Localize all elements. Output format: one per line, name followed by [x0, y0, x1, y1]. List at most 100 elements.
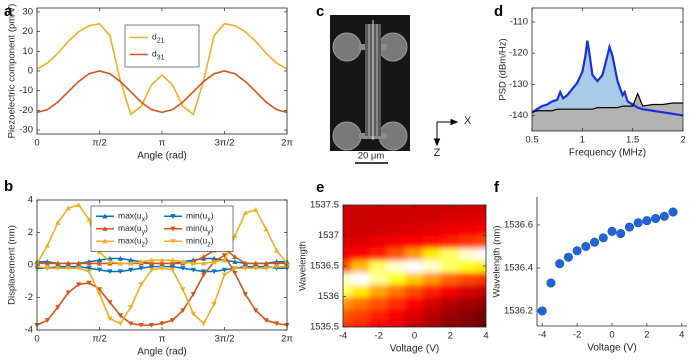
legend-marker: [170, 214, 176, 219]
x-axis-label: Voltage (V): [390, 344, 439, 355]
marker: [253, 266, 259, 271]
heatmap-cell: [369, 296, 389, 310]
heatmap-cell: [476, 205, 486, 212]
x-tick-label: 0.5: [525, 135, 538, 146]
y-tick-label: -20: [19, 105, 33, 116]
marker: [96, 267, 103, 273]
series-line: [36, 22, 288, 116]
pad: [332, 121, 362, 151]
legend-label: min(uy): [186, 223, 214, 236]
heatmap-cell: [405, 296, 424, 310]
y-axis-label: Wavelength: [298, 241, 309, 291]
heatmap-cell: [343, 271, 353, 285]
marker: [55, 305, 61, 310]
marker: [44, 318, 51, 323]
marker: [55, 220, 61, 225]
marker: [190, 267, 196, 273]
marker: [96, 260, 103, 266]
heatmap-cell: [369, 205, 389, 212]
heatmap-cell: [387, 222, 407, 236]
marker: [273, 264, 280, 270]
label-part: max(u: [118, 236, 142, 246]
label-part: ): [145, 236, 148, 246]
panel-letter: a: [4, 3, 13, 20]
marker: [148, 257, 155, 263]
marker: [263, 318, 269, 323]
heatmap-cell: [405, 259, 424, 273]
marker: [263, 226, 269, 232]
heatmap-cell: [440, 308, 460, 322]
heatmap-cell: [422, 283, 442, 297]
heatmap-cell: [458, 320, 478, 327]
heatmap-cell: [405, 222, 424, 236]
legend-marker: [102, 238, 108, 244]
marker: [253, 260, 259, 266]
marker: [169, 267, 176, 273]
marker: [96, 257, 103, 263]
marker: [117, 313, 123, 318]
point: [642, 216, 652, 226]
marker: [190, 260, 196, 266]
marker: [221, 272, 228, 278]
heatmap-cell: [422, 271, 442, 285]
point: [624, 222, 634, 232]
heatmap-cell: [440, 271, 460, 285]
heatmap-cell: [422, 210, 442, 224]
arrowhead: [433, 138, 441, 147]
x-tick-label: 2π: [281, 334, 293, 345]
heatmap-cell: [476, 320, 486, 327]
heatmap-cell: [351, 247, 371, 261]
axis-indicator-label: Z: [434, 147, 441, 159]
heatmap-cell: [351, 283, 371, 297]
marker: [148, 264, 155, 270]
y-axis-label: PSD (dBm/Hz): [498, 38, 509, 100]
heatmap-cell: [343, 308, 353, 322]
marker: [253, 207, 259, 212]
heatmap-cell: [440, 320, 460, 327]
label-part: x: [142, 217, 146, 224]
marker: [138, 323, 144, 328]
heatmap-cell: [387, 259, 407, 273]
marker: [76, 266, 82, 271]
heatmap-cell: [387, 283, 407, 297]
label-part: d: [152, 49, 157, 59]
marker: [128, 257, 134, 263]
x-tick-label: 2: [448, 331, 453, 342]
marker: [232, 271, 238, 276]
marker: [44, 266, 51, 271]
plot-frame: [531, 7, 684, 132]
marker: [55, 266, 61, 271]
label-part: ): [211, 236, 214, 246]
heatmap-cell: [458, 308, 478, 322]
y-tick-label: 30: [22, 6, 33, 17]
marker: [86, 269, 92, 275]
label-part: min(u: [186, 236, 208, 246]
marker: [96, 292, 103, 297]
marker: [221, 267, 228, 273]
label-part: max(u: [118, 211, 142, 221]
point: [563, 252, 573, 262]
panel-letter: f: [494, 179, 500, 196]
marker: [180, 259, 186, 264]
y-tick-label: 4: [28, 195, 33, 206]
heatmap-cell: [458, 205, 478, 212]
marker: [201, 272, 207, 278]
heatmap-cell: [343, 320, 353, 327]
marker: [55, 260, 61, 266]
heatmap-cell: [343, 235, 353, 249]
heatmap-cell: [405, 210, 424, 224]
panel-letter: b: [4, 178, 13, 195]
marker: [211, 301, 217, 307]
marker: [180, 287, 186, 292]
heatmap-cell: [476, 308, 486, 322]
marker: [44, 242, 51, 248]
heatmap-cell: [369, 247, 389, 261]
legend-label: min(uz): [186, 236, 214, 249]
heatmap-cell: [458, 210, 478, 224]
marker: [128, 305, 134, 310]
heatmap-cell: [458, 259, 478, 273]
x-tick-label: 3π/2: [215, 138, 235, 149]
marker: [86, 216, 92, 222]
heatmap-cell: [422, 205, 442, 212]
label-part: ): [145, 223, 148, 233]
